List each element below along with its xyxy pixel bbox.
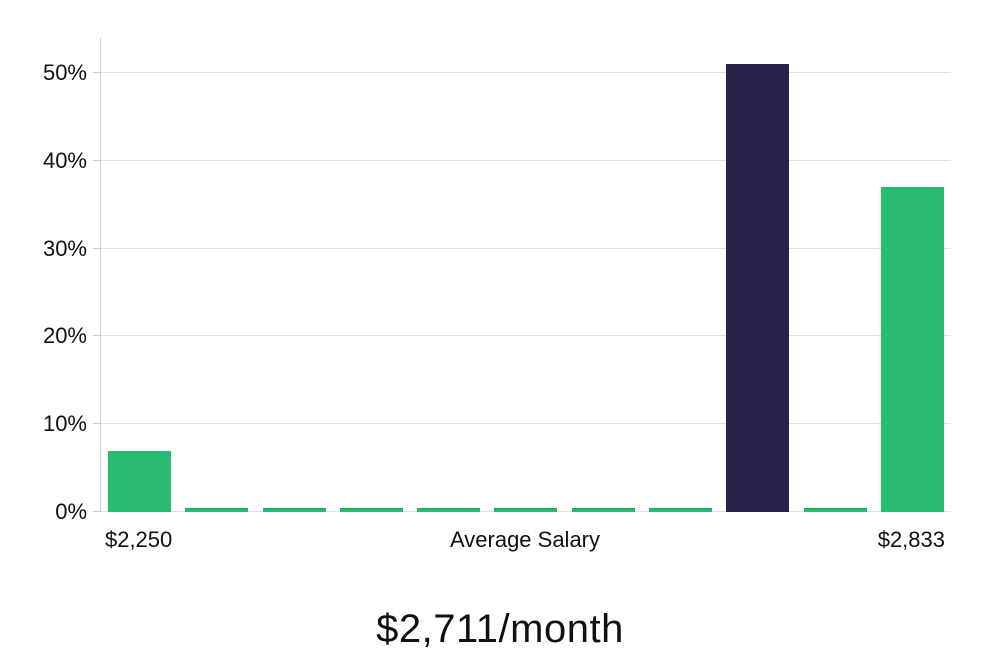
bar-highlight — [726, 64, 789, 512]
y-tick-label: 50% — [42, 60, 87, 86]
y-axis-tick — [93, 335, 101, 337]
y-axis-tick — [93, 511, 101, 512]
bar — [417, 508, 480, 512]
y-tick-label: 0% — [55, 499, 87, 524]
y-axis-tick — [93, 423, 101, 425]
gridline — [101, 335, 951, 337]
gridline — [101, 72, 951, 74]
y-tick-label: 40% — [42, 147, 87, 173]
gridline — [101, 247, 951, 249]
y-axis-tick — [93, 247, 101, 249]
x-tick-label: Average Salary — [449, 527, 601, 552]
bar — [340, 508, 403, 512]
x-tick-label: $2,250 — [104, 527, 173, 552]
bar — [108, 451, 171, 512]
plot-area: 0% 10% 20% 30% 40% 50% — [43, 38, 951, 523]
bar — [185, 508, 248, 512]
y-tick-label: 10% — [42, 411, 87, 437]
bar — [263, 508, 326, 512]
gridline — [101, 159, 951, 161]
y-axis-tick — [93, 159, 101, 161]
bar — [572, 508, 635, 512]
x-tick-label: $2,833 — [877, 527, 946, 552]
y-tick-label: 20% — [42, 323, 87, 349]
gridline — [101, 423, 951, 425]
bar — [649, 508, 712, 512]
y-axis-tick — [93, 72, 101, 74]
chart-title: $2,711/month — [376, 607, 624, 651]
bar — [881, 187, 944, 512]
bar — [494, 508, 557, 512]
y-tick-label: 30% — [42, 235, 87, 261]
bar — [804, 508, 867, 512]
